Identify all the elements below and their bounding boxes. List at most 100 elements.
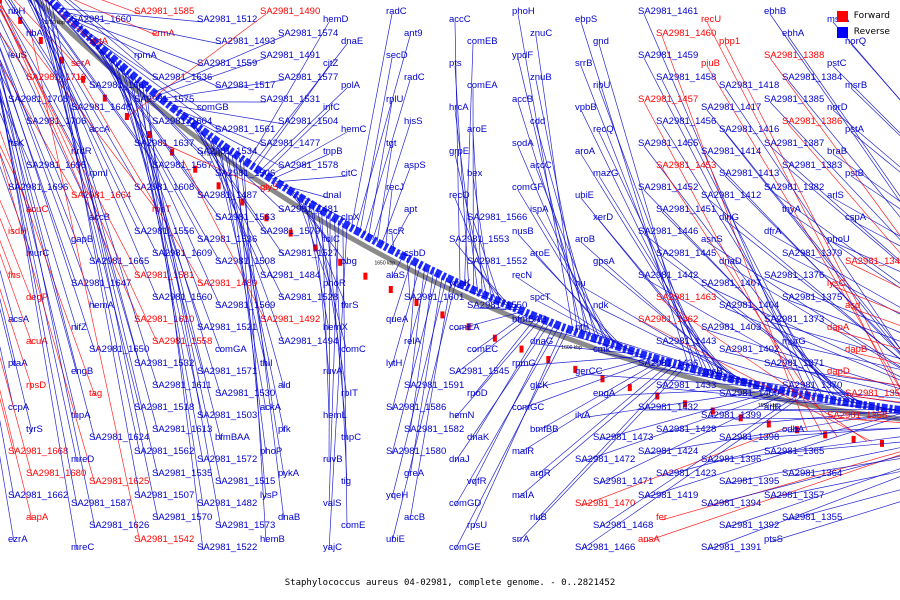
gene-label: SA2981_1530: [215, 388, 275, 399]
gene-label: SA2981_1375: [782, 292, 842, 303]
gene-label: SA2981_1493: [215, 36, 275, 47]
gene-label: dnaI: [323, 190, 342, 201]
gene-connector: [391, 269, 430, 411]
gene-connector: [227, 148, 267, 455]
gene-connector: [355, 35, 411, 231]
gene-connector: [724, 219, 900, 360]
gene-label: pts: [449, 58, 462, 69]
gene-label: SA2981_1428: [656, 424, 716, 435]
forward-feature: [147, 131, 152, 138]
gene-label: rpmG: [512, 358, 536, 369]
gene-label: ant9: [404, 28, 423, 39]
gene-label: comGC: [512, 402, 544, 413]
gene-label: SA2981_1624: [89, 432, 149, 443]
gene-label: SA2981_1391: [701, 542, 761, 553]
gene-label: SA2981_1446: [638, 226, 698, 237]
gene-label: SA2981_1552: [467, 256, 527, 267]
gene-label: engA: [593, 388, 616, 399]
gene-connector: [42, 0, 141, 455]
gene-label: tnpA: [71, 410, 91, 421]
gene-label: sodA: [512, 138, 534, 149]
gene-label: arlR: [764, 402, 782, 413]
gene-label: acuA: [26, 336, 48, 347]
gene-connector: [328, 225, 348, 551]
forward-feature: [880, 439, 884, 447]
gene-connector: [45, 0, 159, 477]
gene-label: csbD: [404, 248, 426, 259]
gene-label: SA2981_1580: [386, 446, 446, 457]
gene-label: SA2981_1695: [26, 160, 86, 171]
gene-label: SA2981_1613: [152, 424, 212, 435]
gene-label: SA2981_1388: [764, 50, 824, 61]
gene-connector: [75, 24, 222, 133]
gene-connector: [643, 277, 867, 406]
gene-label: yqeK: [449, 278, 471, 289]
scale-label: 1650 kbp: [375, 261, 396, 267]
gene-label: relA: [404, 336, 422, 347]
gene-label: SA2981_1443: [656, 336, 716, 347]
gene-label: bmfBB: [530, 424, 559, 435]
gene-connector: [359, 57, 393, 233]
gene-connector: [769, 441, 900, 455]
gene-label: leuS: [8, 50, 27, 61]
gene-label: glcK: [530, 380, 549, 391]
gene-label: znuC: [530, 28, 552, 39]
gene-label: SA2981_1625: [89, 476, 149, 487]
gene-label: SA2981_1578: [278, 160, 338, 171]
gene-label: SA2981_1579: [260, 226, 320, 237]
gene-connector: [0, 96, 78, 507]
gene-label: SA2981_1423: [656, 468, 716, 479]
gene-connector: [247, 21, 330, 163]
gene-label: rluB: [530, 512, 547, 523]
gene-label: rplU: [386, 94, 404, 105]
gene-label: SA2981_1396: [701, 454, 761, 465]
gene-connector: [409, 262, 417, 345]
gene-label: vpbB: [575, 102, 597, 113]
gene-label: rpoD: [467, 388, 488, 399]
gene-label: SA2981_1376: [764, 270, 824, 281]
gene-label: SA2981_1453: [656, 160, 716, 171]
gene-connector: [832, 109, 900, 168]
gene-connector: [28, 0, 96, 89]
gene-connector: [787, 299, 900, 342]
gene-connector: [33, 0, 141, 367]
forward-feature: [440, 311, 445, 319]
gene-connector: [598, 393, 800, 529]
gene-label: norQ: [845, 36, 866, 47]
gene-label: SA2981_1490: [260, 6, 320, 17]
gene-connector: [454, 21, 461, 285]
gene-label: polA: [341, 80, 361, 91]
gene-label: hemD: [323, 14, 348, 25]
gene-label: SA2981_1536: [197, 234, 257, 245]
gene-connector: [276, 175, 348, 183]
gene-connector: [580, 388, 776, 419]
gene-connector: [643, 411, 900, 455]
gene-connector: [391, 255, 404, 279]
gene-label: SA2981_1402: [719, 344, 779, 355]
gene-label: SA2981_1572: [197, 454, 257, 465]
gene-label: SA2981_1370: [782, 380, 842, 391]
gene-connector: [661, 299, 867, 442]
gene-label: SA2981_1575: [134, 94, 194, 105]
gene-connector: [706, 109, 900, 354]
gene-connector: [643, 409, 896, 411]
gene-label: SA2981_1532: [134, 358, 194, 369]
gene-connector: [706, 476, 900, 551]
gene-connector: [580, 390, 785, 463]
gene-connector: [598, 263, 743, 382]
gene-label: yqeH: [386, 490, 408, 501]
gene-label: SA2981_1419: [638, 490, 698, 501]
gene-label: SA2981_1461: [638, 6, 698, 17]
gene-label: nifZ: [71, 322, 87, 333]
gene-label: aroA: [575, 146, 596, 157]
forward-feature: [794, 426, 799, 434]
gene-connector: [535, 299, 634, 352]
gene-connector: [454, 314, 533, 375]
gene-label: dnaE: [341, 36, 363, 47]
gene-label: SA2981_1647: [71, 278, 131, 289]
forward-feature: [216, 182, 221, 190]
gene-label: SA2981_1680: [26, 468, 86, 479]
gene-connector: [47, 0, 141, 499]
gene-connector: [787, 255, 900, 315]
